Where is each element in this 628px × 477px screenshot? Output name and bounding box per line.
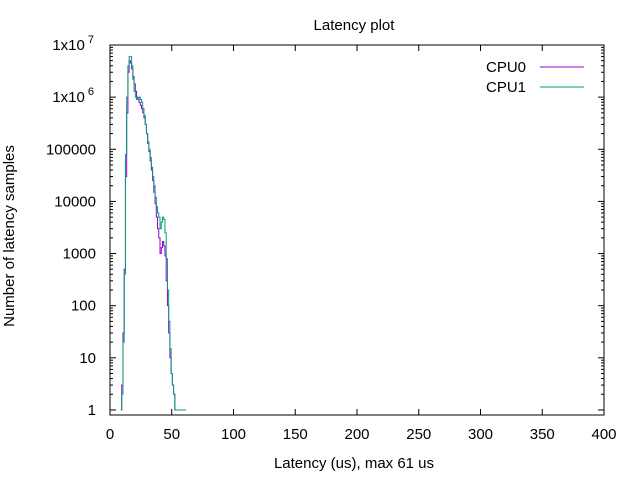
legend: CPU0 CPU1 [486,59,584,96]
y-tick-label: 1 [88,402,96,419]
y-tick-label: 1x10 7 [52,34,94,54]
x-axis-label: Latency (us), max 61 us [274,455,434,472]
y-tick-label: 10 [79,350,96,367]
y-axis-label: Number of latency samples [1,145,18,327]
y-tick-label: 100000 [46,141,96,158]
y-tick-label: 1x10 6 [52,86,94,106]
chart-title: Latency plot [314,17,396,34]
y-axis: 1 10 100 1000 10000 100000 1x10 6 1x10 7 [46,34,604,419]
legend-label-cpu1: CPU1 [486,79,526,96]
x-tick-label: 0 [106,426,114,443]
plot-frame [109,44,605,416]
y-tick-label: 10000 [54,193,96,210]
y-tick-label: 100 [71,298,96,315]
x-tick-label: 400 [591,426,616,443]
y-tick-label: 1000 [63,246,96,263]
x-tick-label: 200 [344,426,369,443]
x-tick-label: 100 [221,426,246,443]
legend-label-cpu0: CPU0 [486,59,526,76]
x-tick-label: 50 [163,426,180,443]
series-line-cpu0 [120,60,186,411]
x-tick-label: 350 [530,426,555,443]
x-tick-label: 300 [468,426,493,443]
x-tick-label: 150 [283,426,308,443]
series-line-cpu1 [120,56,186,411]
series-layer [120,56,186,411]
x-axis: 0 50 100 150 200 250 300 350 400 [106,45,617,443]
x-tick-label: 250 [406,426,431,443]
